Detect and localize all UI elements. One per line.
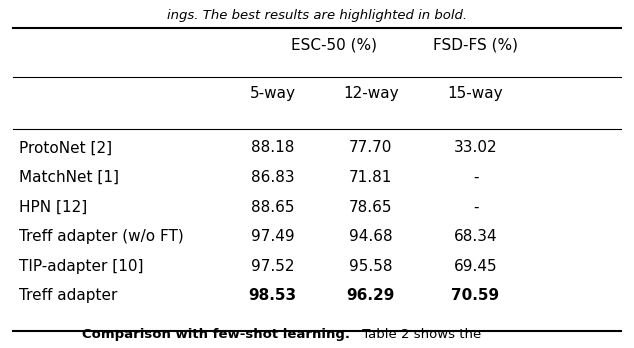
Text: 98.53: 98.53 — [249, 288, 297, 303]
Text: 94.68: 94.68 — [349, 229, 392, 244]
Text: ings. The best results are highlighted in bold.: ings. The best results are highlighted i… — [167, 9, 467, 22]
Text: Treff adapter: Treff adapter — [19, 288, 117, 303]
Text: 68.34: 68.34 — [454, 229, 497, 244]
Text: 33.02: 33.02 — [454, 140, 497, 156]
Text: ProtoNet [2]: ProtoNet [2] — [19, 140, 112, 156]
Text: 78.65: 78.65 — [349, 199, 392, 215]
Text: Treff adapter (w/o FT): Treff adapter (w/o FT) — [19, 229, 184, 244]
Text: 88.18: 88.18 — [251, 140, 294, 156]
Text: 86.83: 86.83 — [251, 170, 294, 185]
Text: 12-way: 12-way — [343, 86, 399, 102]
Text: 77.70: 77.70 — [349, 140, 392, 156]
Text: Comparison with few-shot learning.  Table 2 shows the: Comparison with few-shot learning. Table… — [0, 347, 1, 348]
Text: 96.29: 96.29 — [347, 288, 395, 303]
Text: 95.58: 95.58 — [349, 259, 392, 274]
Text: ESC-50 (%): ESC-50 (%) — [292, 38, 377, 53]
Text: 97.49: 97.49 — [251, 229, 294, 244]
Text: 69.45: 69.45 — [454, 259, 497, 274]
Text: 97.52: 97.52 — [251, 259, 294, 274]
Text: 71.81: 71.81 — [349, 170, 392, 185]
Text: HPN [12]: HPN [12] — [19, 199, 87, 215]
Text: MatchNet [1]: MatchNet [1] — [19, 170, 119, 185]
Text: 15-way: 15-way — [448, 86, 503, 102]
Text: 88.65: 88.65 — [251, 199, 294, 215]
Text: FSD-FS (%): FSD-FS (%) — [433, 38, 518, 53]
Text: Table 2 shows the: Table 2 shows the — [358, 328, 481, 341]
Text: 70.59: 70.59 — [451, 288, 500, 303]
Text: -: - — [473, 199, 478, 215]
Text: -: - — [473, 170, 478, 185]
Text: 5-way: 5-way — [250, 86, 295, 102]
Text: TIP-adapter [10]: TIP-adapter [10] — [19, 259, 143, 274]
Text: Comparison with few-shot learning.: Comparison with few-shot learning. — [82, 328, 351, 341]
